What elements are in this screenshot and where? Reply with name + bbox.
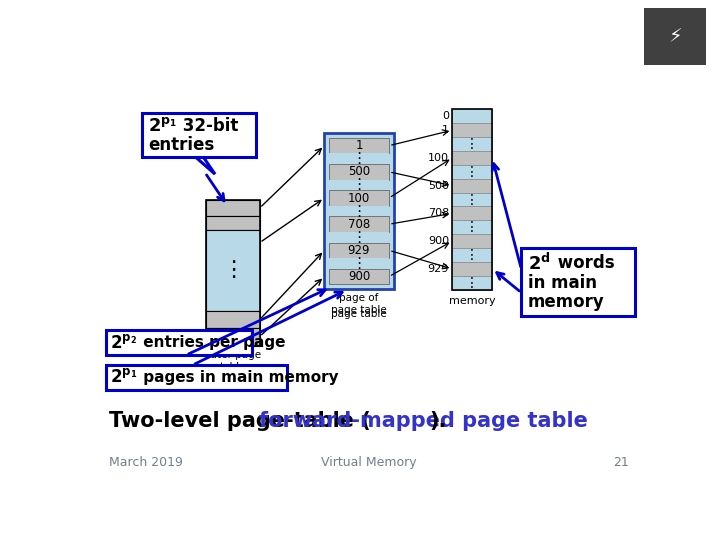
Text: ⋮: ⋮: [465, 276, 479, 289]
Text: 100: 100: [348, 192, 370, 205]
Bar: [329, 179, 389, 190]
Text: $\mathbf{2^{p_1}}$: $\mathbf{2^{p_1}}$: [148, 117, 177, 136]
Text: in main: in main: [528, 274, 597, 293]
Text: memory: memory: [528, 293, 604, 311]
Bar: [329, 164, 389, 179]
Bar: [329, 190, 389, 206]
Text: ).: ).: [429, 411, 446, 431]
Text: 900: 900: [428, 236, 449, 246]
Text: ⋮: ⋮: [351, 204, 366, 219]
Text: 21: 21: [613, 456, 629, 469]
Bar: [452, 137, 492, 151]
Text: memory: memory: [449, 296, 495, 306]
Text: 929: 929: [428, 264, 449, 274]
Text: ⋮: ⋮: [351, 151, 366, 166]
Bar: [329, 138, 389, 153]
Bar: [452, 234, 492, 248]
Text: page table: page table: [331, 309, 387, 319]
Text: 500: 500: [428, 181, 449, 191]
Text: ⋮: ⋮: [465, 137, 479, 151]
Text: words: words: [552, 254, 615, 273]
Bar: [452, 193, 492, 206]
Text: ⋮: ⋮: [222, 260, 244, 280]
Bar: [206, 217, 260, 231]
Text: $\mathbf{2^{p_1}}$: $\mathbf{2^{p_1}}$: [110, 368, 138, 387]
Bar: [324, 133, 394, 289]
Text: 32-bit: 32-bit: [177, 117, 238, 136]
Bar: [452, 110, 492, 289]
Text: 929: 929: [348, 244, 370, 257]
Text: 500: 500: [348, 165, 370, 178]
Text: 0: 0: [442, 111, 449, 122]
Bar: [452, 206, 492, 220]
Bar: [329, 206, 389, 217]
Text: ⋮: ⋮: [465, 220, 479, 234]
Text: March 2019: March 2019: [109, 456, 183, 469]
Text: page of
page table: page of page table: [331, 294, 387, 315]
Text: entries: entries: [148, 136, 215, 154]
Text: pages in main memory: pages in main memory: [138, 370, 338, 385]
Bar: [452, 220, 492, 234]
Bar: [452, 262, 492, 276]
Text: ⋮: ⋮: [465, 193, 479, 206]
Text: $\mathbf{2^d}$: $\mathbf{2^d}$: [528, 253, 550, 274]
Text: 900: 900: [348, 270, 370, 283]
Bar: [452, 179, 492, 193]
Text: $\mathbf{2^{p_2}}$: $\mathbf{2^{p_2}}$: [110, 334, 138, 352]
Text: Two-level page-table (: Two-level page-table (: [109, 411, 371, 431]
Text: forward-mapped page table: forward-mapped page table: [258, 411, 588, 431]
Bar: [329, 258, 389, 269]
Text: 1: 1: [355, 139, 363, 152]
Bar: [452, 123, 492, 137]
Bar: [106, 365, 287, 390]
Text: outer page
table: outer page table: [204, 350, 261, 372]
Bar: [329, 153, 389, 164]
Bar: [142, 112, 256, 157]
Text: ⋮: ⋮: [351, 230, 366, 245]
Bar: [206, 328, 260, 346]
Text: Virtual Memory: Virtual Memory: [321, 456, 417, 469]
Text: 100: 100: [428, 153, 449, 163]
Text: ⋮: ⋮: [465, 165, 479, 179]
Bar: [329, 232, 389, 242]
Bar: [452, 110, 492, 123]
Polygon shape: [196, 157, 215, 174]
Text: ⋮: ⋮: [351, 178, 366, 192]
Text: ⚡: ⚡: [668, 27, 682, 46]
Bar: [206, 231, 260, 311]
Bar: [452, 151, 492, 165]
Bar: [329, 242, 389, 258]
Bar: [206, 200, 260, 217]
Bar: [521, 248, 636, 316]
Bar: [206, 200, 260, 346]
Bar: [452, 248, 492, 262]
Bar: [452, 165, 492, 179]
Text: 708: 708: [348, 218, 370, 231]
Text: ⋮: ⋮: [465, 248, 479, 262]
Text: entries per page: entries per page: [138, 335, 286, 350]
Bar: [206, 311, 260, 328]
Text: ⋮: ⋮: [351, 256, 366, 271]
Bar: [452, 276, 492, 289]
Text: 708: 708: [428, 208, 449, 218]
Bar: [329, 217, 389, 232]
Text: 1: 1: [442, 125, 449, 135]
Bar: [106, 330, 252, 355]
Bar: [329, 269, 389, 284]
